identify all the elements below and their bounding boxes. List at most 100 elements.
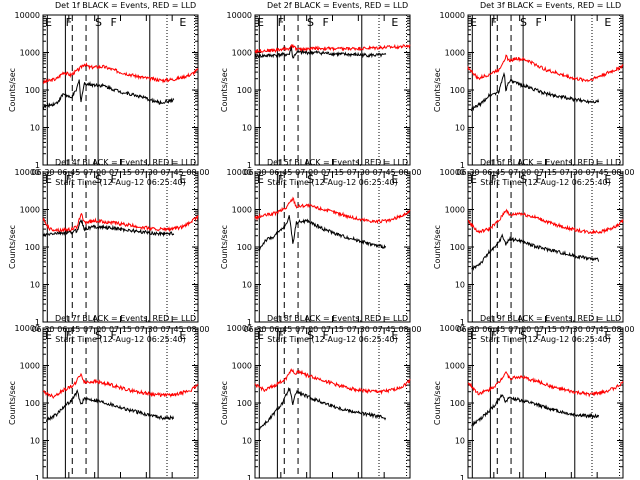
panel-title: Det 3f BLACK = Events, RED = LLD bbox=[480, 1, 621, 10]
lld-rate-line bbox=[254, 196, 411, 225]
y-tick-label: 10 bbox=[455, 281, 465, 290]
phase-label: F bbox=[110, 16, 116, 29]
phase-label: F bbox=[535, 173, 541, 186]
x-axis-label: Start Time (12-Aug-12 06:25:40) bbox=[267, 178, 398, 187]
y-tick-label: 10000 bbox=[440, 11, 465, 20]
phase-label: E bbox=[257, 16, 264, 29]
phase-label: E bbox=[45, 173, 52, 186]
y-tick-label: 100 bbox=[25, 399, 40, 408]
phase-label: F bbox=[535, 329, 541, 342]
plot-frame bbox=[467, 327, 624, 479]
plot-frame bbox=[42, 14, 199, 166]
phase-label: E bbox=[391, 329, 398, 342]
phase-label: F bbox=[278, 16, 284, 29]
y-tick-label: 10 bbox=[242, 281, 252, 290]
lld-rate-line bbox=[254, 43, 411, 55]
plot-frame bbox=[467, 171, 624, 323]
phase-label: F bbox=[322, 173, 328, 186]
events-rate-line bbox=[257, 386, 387, 431]
phase-label: E bbox=[45, 329, 52, 342]
phase-label: S bbox=[95, 329, 102, 342]
phase-label: E bbox=[604, 173, 611, 186]
y-tick-label: 10000 bbox=[227, 168, 252, 177]
y-tick-label: 1000 bbox=[20, 362, 40, 371]
panel-title: Det 1f BLACK = Events, RED = LLD bbox=[55, 1, 196, 10]
y-tick-label: 10 bbox=[455, 437, 465, 446]
panel-title: Det 5f BLACK = Events, RED = LLD bbox=[267, 158, 408, 167]
y-tick-label: 1 bbox=[35, 318, 40, 327]
phase-label: E bbox=[257, 329, 264, 342]
phase-label: F bbox=[322, 16, 328, 29]
events-rate-line bbox=[257, 215, 387, 252]
x-axis-label: Start Time (12-Aug-12 06:25:40) bbox=[55, 335, 186, 344]
y-tick-label: 10000 bbox=[15, 324, 40, 333]
events-rate-line bbox=[42, 79, 175, 110]
y-tick-label: 10000 bbox=[440, 324, 465, 333]
phase-label: E bbox=[604, 329, 611, 342]
phase-label: E bbox=[179, 329, 186, 342]
phase-label: F bbox=[278, 329, 284, 342]
phase-label: S bbox=[520, 329, 527, 342]
y-axis-label: Counts/sec bbox=[433, 68, 442, 112]
y-axis-label: Counts/sec bbox=[8, 68, 17, 112]
phase-label: E bbox=[179, 173, 186, 186]
y-tick-label: 100 bbox=[25, 86, 40, 95]
y-tick-label: 100 bbox=[237, 243, 252, 252]
y-axis-label: Counts/sec bbox=[220, 381, 229, 425]
panel-title: Det 6f BLACK = Events, RED = LLD bbox=[480, 158, 621, 167]
y-tick-label: 100 bbox=[237, 86, 252, 95]
plot-frame bbox=[254, 14, 411, 166]
phase-label: E bbox=[391, 173, 398, 186]
phase-label: S bbox=[307, 16, 314, 29]
y-tick-label: 10 bbox=[30, 437, 40, 446]
phase-label: S bbox=[520, 173, 527, 186]
y-tick-label: 10 bbox=[30, 281, 40, 290]
y-tick-label: 1 bbox=[460, 474, 465, 480]
phase-label: F bbox=[491, 329, 497, 342]
y-tick-label: 1000 bbox=[232, 49, 252, 58]
events-rate-line bbox=[471, 233, 600, 271]
phase-label: E bbox=[470, 16, 477, 29]
y-tick-label: 10000 bbox=[227, 324, 252, 333]
phase-label: E bbox=[45, 16, 52, 29]
y-axis-label: Counts/sec bbox=[433, 225, 442, 269]
plot-frame bbox=[254, 327, 411, 479]
panel-title: Det 2f BLACK = Events, RED = LLD bbox=[267, 1, 408, 10]
phase-label: F bbox=[110, 329, 116, 342]
y-tick-label: 1 bbox=[247, 318, 252, 327]
phase-label: S bbox=[307, 329, 314, 342]
y-tick-label: 10 bbox=[30, 124, 40, 133]
events-rate-line bbox=[42, 219, 175, 238]
y-tick-label: 1000 bbox=[232, 206, 252, 215]
phase-label: E bbox=[470, 173, 477, 186]
y-tick-label: 1 bbox=[460, 318, 465, 327]
panel-title: Det 4f BLACK = Events, RED = LLD bbox=[55, 158, 196, 167]
lld-rate-line bbox=[42, 212, 199, 233]
phase-label: F bbox=[66, 329, 72, 342]
lld-rate-line bbox=[467, 208, 624, 235]
lld-rate-line bbox=[42, 372, 199, 399]
y-tick-label: 1000 bbox=[20, 206, 40, 215]
x-axis-label: Start Time (12-Aug-12 06:25:40) bbox=[480, 178, 611, 187]
x-axis-label: Start Time (12-Aug-12 06:25:40) bbox=[480, 335, 611, 344]
lld-rate-line bbox=[467, 371, 624, 398]
y-tick-label: 10 bbox=[242, 437, 252, 446]
events-rate-line bbox=[45, 388, 175, 422]
phase-label: F bbox=[491, 16, 497, 29]
events-rate-line bbox=[471, 393, 600, 427]
y-tick-label: 1000 bbox=[445, 206, 465, 215]
plot-frame bbox=[467, 14, 624, 166]
x-axis-label: Start Time (12-Aug-12 06:25:40) bbox=[267, 335, 398, 344]
y-axis-label: Counts/sec bbox=[8, 381, 17, 425]
y-tick-label: 1000 bbox=[445, 362, 465, 371]
y-tick-label: 1 bbox=[247, 474, 252, 480]
y-tick-label: 100 bbox=[450, 86, 465, 95]
phase-label: E bbox=[391, 16, 398, 29]
phase-label: F bbox=[491, 173, 497, 186]
y-tick-label: 100 bbox=[450, 399, 465, 408]
y-tick-label: 1000 bbox=[445, 49, 465, 58]
events-rate-line bbox=[470, 71, 600, 112]
